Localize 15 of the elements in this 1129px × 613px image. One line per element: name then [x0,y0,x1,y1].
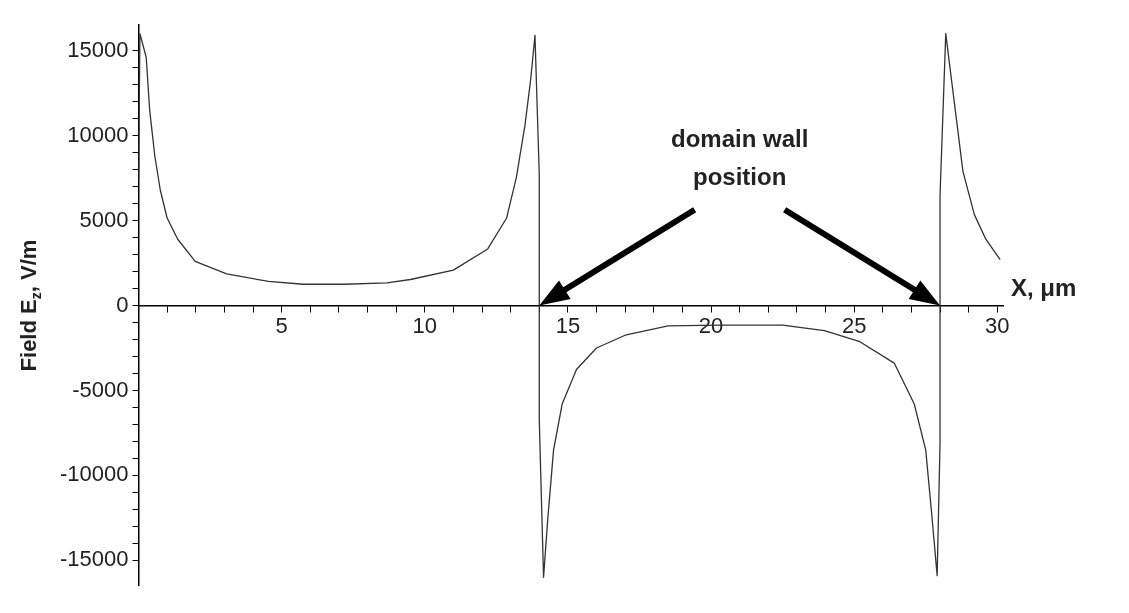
annotation: domain wall position [670,125,809,191]
x-tick-label: 30 [985,312,1010,338]
x-axis-title: X, μm [1011,274,1077,302]
y-tick-label: -15000 [59,546,129,572]
y-tick-label: 10000 [67,121,129,147]
y-axis-title: Field Ez, V/m [16,239,44,372]
y-tick-label: 0 [116,291,129,317]
y-tick-label: 15000 [67,36,129,62]
y-tick-label: -10000 [59,461,129,487]
y-tick-label: -5000 [72,376,129,402]
x-tick-label: 5 [275,312,288,338]
x-tick-label: 15 [555,312,581,338]
x-tick-label: 10 [412,312,437,338]
x-tick-label: 25 [841,312,867,338]
y-tick-label: 5000 [79,206,129,232]
